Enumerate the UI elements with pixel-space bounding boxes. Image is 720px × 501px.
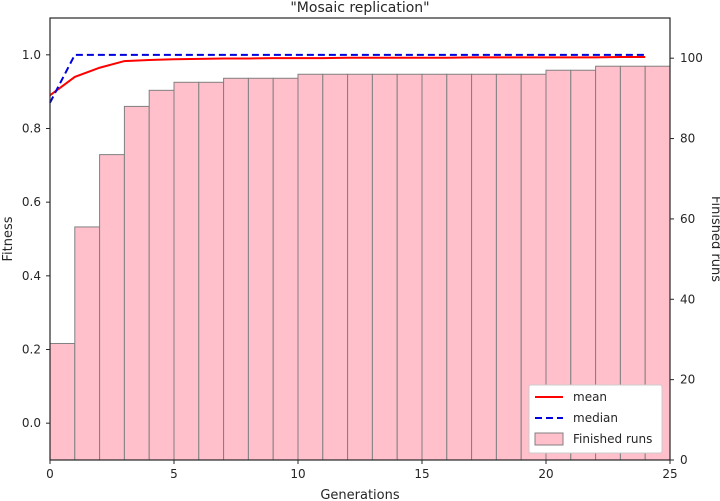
legend-label: median xyxy=(573,411,618,425)
bar xyxy=(74,226,101,461)
bar xyxy=(198,81,225,461)
chart-title: "Mosaic replication" xyxy=(290,0,429,16)
bar xyxy=(322,73,349,461)
y2-tick-label: 60 xyxy=(680,212,695,226)
y-tick-label: 0.6 xyxy=(22,195,41,209)
legend-swatch-bars xyxy=(534,432,564,446)
x-axis: 0 5 10 15 20 25 xyxy=(46,460,678,481)
bar xyxy=(421,73,448,461)
bar xyxy=(272,77,299,461)
legend-label: mean xyxy=(573,390,607,404)
series-line-mean xyxy=(49,56,646,97)
bar xyxy=(247,77,274,461)
y-tick-label: 0.2 xyxy=(22,343,41,357)
bar xyxy=(49,342,76,461)
bar xyxy=(148,89,175,461)
x-tick-label: 10 xyxy=(290,467,305,481)
bar xyxy=(223,77,249,461)
y2-tick-label: 80 xyxy=(680,132,695,146)
y2-tick-label: 40 xyxy=(680,292,695,306)
y-tick-label: 0.0 xyxy=(22,416,41,430)
bar xyxy=(123,105,150,461)
y2-tick-label: 0 xyxy=(680,453,688,467)
y-axis-left: 0.0 0.2 0.4 0.6 0.8 1.0 xyxy=(22,48,50,430)
bar xyxy=(371,73,398,461)
x-tick-label: 25 xyxy=(662,467,677,481)
bar-series xyxy=(49,65,671,461)
y-tick-label: 0.8 xyxy=(22,122,41,136)
legend: mean median Finished runs xyxy=(528,384,663,454)
bar xyxy=(347,73,373,461)
legend-label: Finished runs xyxy=(573,432,652,446)
x-axis-label: Generations xyxy=(320,488,400,501)
bar xyxy=(446,73,473,461)
line-series xyxy=(49,53,646,104)
bar xyxy=(297,73,324,461)
bar xyxy=(495,73,522,461)
y2-axis-label: Finished runs xyxy=(708,196,720,282)
bar xyxy=(471,73,497,461)
y-tick-label: 1.0 xyxy=(22,48,41,62)
x-tick-label: 0 xyxy=(46,467,54,481)
y2-tick-label: 100 xyxy=(680,51,703,65)
x-tick-label: 20 xyxy=(538,467,553,481)
x-tick-label: 5 xyxy=(170,467,178,481)
plot-frame xyxy=(49,17,671,461)
bar xyxy=(396,73,423,461)
y-axis-right: 0 20 40 60 80 100 xyxy=(670,51,703,467)
x-tick-label: 15 xyxy=(414,467,429,481)
bar xyxy=(173,81,200,461)
y-tick-label: 0.4 xyxy=(22,269,41,283)
y2-tick-label: 20 xyxy=(680,373,695,387)
y-axis-label: Fitness xyxy=(1,216,16,261)
bar xyxy=(99,154,125,461)
